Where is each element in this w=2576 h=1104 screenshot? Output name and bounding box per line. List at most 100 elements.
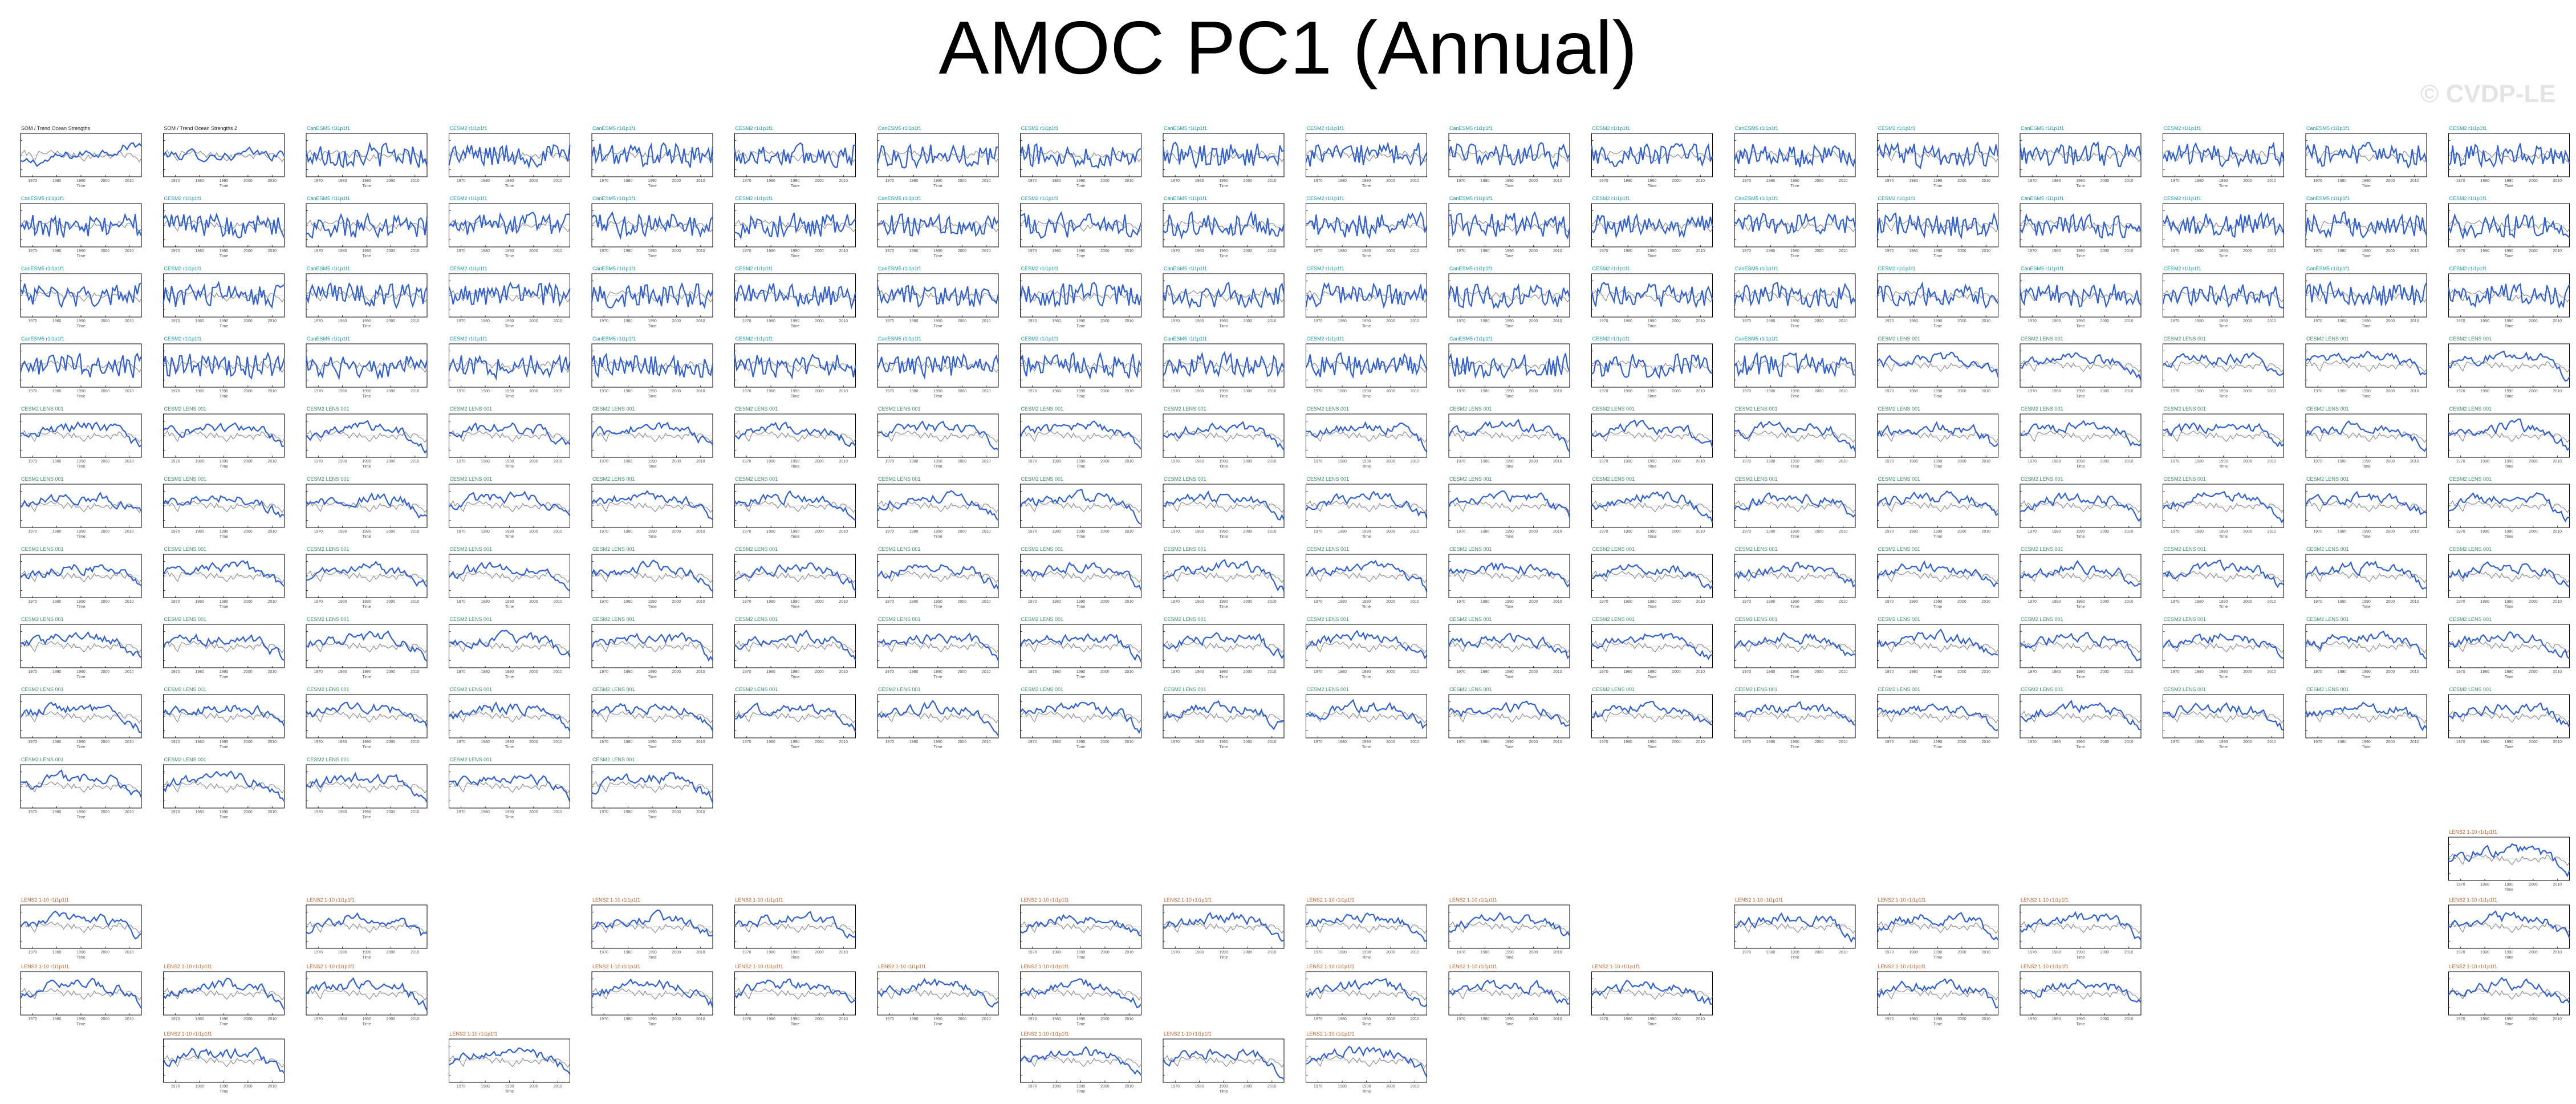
x-tick-label: 2010	[2410, 600, 2419, 604]
x-tick-label: 1970	[2313, 530, 2322, 534]
x-tick-label: 2010	[554, 810, 563, 814]
panel-title: CESM2 LENS 001	[1021, 546, 1064, 552]
x-tick-label: 2010	[1696, 389, 1705, 393]
x-tick-label: 1990	[76, 1017, 86, 1021]
x-tick-label: 1970	[1314, 530, 1323, 534]
obs-series-line	[2020, 640, 2142, 654]
panel-title: CESM2 LENS 001	[450, 406, 493, 412]
model-series-line	[2162, 632, 2284, 659]
x-tick-label: 1980	[766, 1017, 775, 1021]
x-axis-label: Time	[791, 465, 799, 469]
x-tick-label: 2000	[529, 600, 538, 604]
x-tick-label: 1970	[599, 600, 608, 604]
x-tick-label: 1990	[220, 249, 229, 253]
panel-title: CanESM5 r1i1p1f1	[592, 266, 636, 271]
x-tick-label: 2010	[1839, 249, 1848, 253]
x-tick-label: 2010	[1267, 460, 1277, 464]
x-tick-label: 1970	[2456, 740, 2465, 744]
x-axis-label: Time	[648, 675, 656, 679]
x-tick-label: 1980	[2195, 740, 2204, 744]
x-tick-label: 2010	[1125, 460, 1134, 464]
x-tick-label: 1990	[2076, 951, 2085, 955]
x-tick-label: 1980	[2480, 530, 2489, 534]
model-series-line	[1448, 912, 1570, 937]
x-tick-label: 1990	[648, 179, 657, 183]
x-tick-label: 1990	[1505, 460, 1514, 464]
x-tick-label: 1970	[885, 179, 894, 183]
x-axis-label: Time	[2505, 395, 2513, 399]
x-axis-label: Time	[505, 395, 514, 399]
x-axis-label: Time	[2219, 395, 2228, 399]
model-series-line	[162, 977, 285, 1010]
x-tick-label: 2000	[1100, 951, 1110, 955]
x-tick-label: 1990	[505, 670, 514, 674]
x-tick-label: 1970	[1885, 670, 1894, 674]
x-tick-label: 2000	[958, 319, 967, 323]
x-tick-label: 1970	[28, 810, 37, 814]
panel-title: CESM2 LENS 001	[1307, 546, 1350, 552]
model-series-line	[2163, 352, 2285, 376]
x-axis-label: Time	[1790, 745, 1799, 749]
panel-title: CESM2 LENS 001	[1449, 406, 1492, 412]
x-tick-label: 1970	[314, 179, 323, 183]
x-tick-label: 1980	[481, 460, 490, 464]
x-tick-label: 2010	[2553, 740, 2562, 744]
panel-title: CESM2 r1i1p1f1	[1021, 266, 1059, 271]
model-series-line	[1734, 561, 1856, 588]
x-tick-label: 2010	[125, 389, 134, 393]
x-tick-label: 1980	[1052, 670, 1061, 674]
model-series-line	[1305, 490, 1428, 519]
x-tick-label: 2000	[1815, 600, 1824, 604]
x-tick-label: 2000	[529, 460, 538, 464]
x-tick-label: 2000	[672, 389, 681, 393]
x-tick-label: 2010	[1839, 319, 1848, 323]
x-tick-label: 2010	[268, 179, 277, 183]
x-tick-label: 1970	[1599, 740, 1608, 744]
x-axis-label: Time	[933, 745, 942, 749]
x-tick-label: 1970	[885, 740, 894, 744]
panel-title: CanESM5 r1i1p1f1	[1449, 266, 1493, 271]
panel-title: CESM2 r1i1p1f1	[1307, 125, 1344, 131]
x-tick-label: 2000	[1672, 460, 1681, 464]
x-tick-label: 1970	[1028, 530, 1037, 534]
x-tick-label: 2000	[672, 179, 681, 183]
x-tick-label: 1990	[2505, 179, 2514, 183]
x-tick-label: 2000	[529, 810, 538, 814]
x-tick-label: 2000	[243, 1085, 253, 1089]
model-series-line	[1733, 282, 1856, 309]
x-axis-label: Time	[76, 1022, 85, 1026]
panel-title: CESM2 LENS 001	[2306, 616, 2349, 622]
x-tick-label: 1980	[624, 670, 633, 674]
x-tick-label: 1980	[1052, 460, 1061, 464]
model-series-line	[1876, 281, 1999, 309]
x-axis-label: Time	[1219, 184, 1228, 188]
x-tick-label: 2000	[1100, 530, 1110, 534]
panel-title: CESM2 r1i1p1f1	[450, 125, 487, 131]
x-axis-label: Time	[362, 254, 371, 258]
x-tick-label: 2000	[101, 810, 110, 814]
x-tick-label: 2010	[268, 389, 277, 393]
panel-title: CanESM5 r1i1p1f1	[1164, 336, 1207, 342]
x-tick-label: 1990	[648, 389, 657, 393]
x-tick-label: 1990	[76, 740, 86, 744]
x-axis-label: Time	[220, 465, 228, 469]
